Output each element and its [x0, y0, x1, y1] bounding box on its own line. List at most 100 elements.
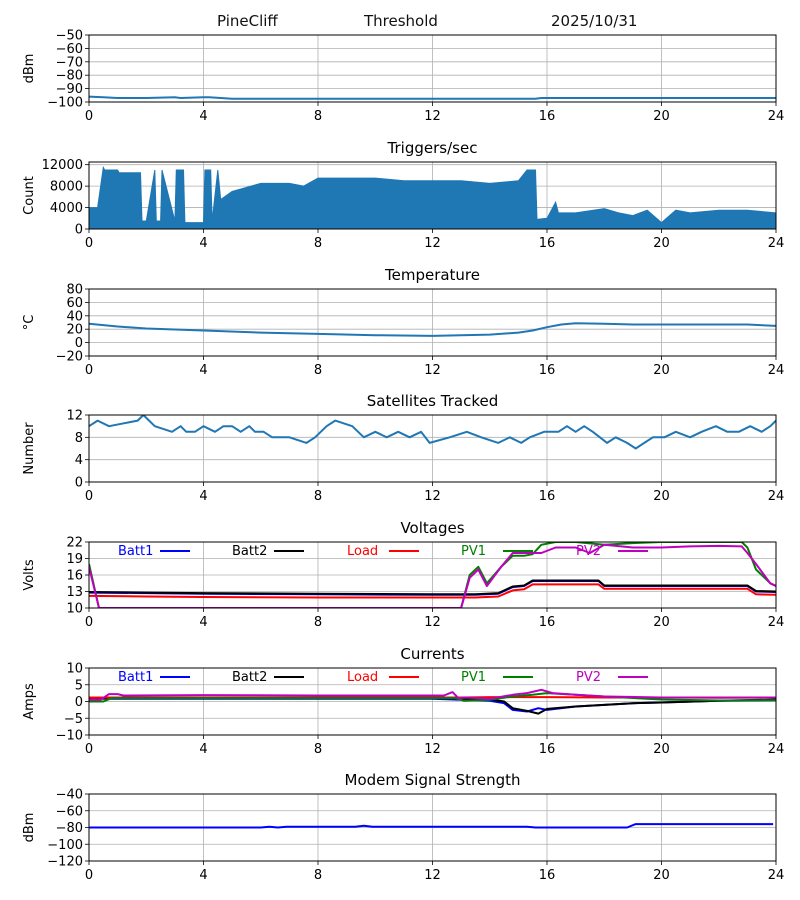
series-line-modem	[89, 823, 774, 829]
y-tick-label: −10	[56, 729, 83, 744]
y-tick-label: −70	[56, 55, 83, 70]
x-tick-label: 20	[653, 363, 670, 378]
x-tick-label: 4	[199, 615, 207, 630]
y-axis-label: Volts	[22, 559, 37, 591]
y-tick-label: 5	[75, 678, 83, 693]
y-tick-label: 8000	[50, 180, 83, 195]
chart-title: Voltages	[400, 519, 464, 537]
station-name: PineCliff	[217, 12, 278, 30]
x-tick-label: 20	[653, 109, 670, 124]
x-tick-label: 24	[768, 615, 785, 630]
series-area-triggers	[89, 165, 776, 229]
x-tick-label: 20	[653, 615, 670, 630]
axes-frame	[88, 541, 777, 609]
y-tick-label: 10	[66, 662, 83, 677]
legend-label: PV2	[576, 544, 601, 559]
x-tick-label: 8	[314, 489, 322, 504]
x-tick-label: 16	[539, 868, 556, 883]
x-tick-label: 20	[653, 236, 670, 251]
series-line-signal	[89, 95, 776, 100]
y-tick-label: −5	[64, 712, 83, 727]
y-tick-label: −40	[56, 788, 83, 803]
x-tick-label: 8	[314, 236, 322, 251]
x-tick-label: 8	[314, 615, 322, 630]
y-tick-label: −120	[47, 855, 83, 870]
series-line-satellites	[89, 415, 776, 450]
chart-satellites: 0 4 8 12 16 20 24 0 4 8 12 Satellites Tracked Number	[22, 392, 784, 504]
series-line-pv2	[89, 688, 776, 701]
x-tick-label: 4	[199, 489, 207, 504]
y-tick-label: 0	[75, 336, 83, 351]
legend-label: PV1	[461, 544, 486, 559]
series-line-load	[89, 583, 776, 599]
axes-frame	[88, 667, 777, 736]
mode-label: Threshold	[364, 12, 438, 30]
y-axis-label: dBm	[22, 813, 37, 843]
y-tick-label: 16	[66, 569, 83, 584]
series-group	[89, 823, 774, 829]
x-tick-label: 4	[199, 109, 207, 124]
x-tick-label: 24	[768, 489, 785, 504]
x-tick-label: 16	[539, 236, 556, 251]
series-group	[89, 688, 776, 715]
x-tick-label: 4	[199, 236, 207, 251]
x-tick-label: 0	[85, 109, 93, 124]
axes-frame	[88, 34, 777, 103]
x-tick-label: 20	[653, 742, 670, 757]
chart-title: Modem Signal Strength	[345, 771, 521, 789]
y-tick-label: 0	[75, 476, 83, 491]
x-tick-label: 8	[314, 742, 322, 757]
y-tick-label: −60	[56, 804, 83, 819]
y-tick-label: 12000	[42, 158, 83, 173]
x-tick-label: 0	[85, 363, 93, 378]
chart-signal: 0 4 8 12 16 20 24 −100−90−80−70−60−50 dBm	[22, 29, 784, 125]
y-axis-label: Number	[22, 422, 37, 475]
axes-frame	[88, 288, 777, 357]
y-tick-label: 0	[75, 695, 83, 710]
y-axis-label: °C	[22, 315, 37, 331]
x-tick-label: 12	[424, 109, 441, 124]
series-line-pv2	[89, 543, 776, 608]
x-tick-label: 0	[85, 742, 93, 757]
legend-label: Batt2	[232, 670, 267, 685]
x-tick-label: 8	[314, 363, 322, 378]
y-tick-label: 12	[66, 409, 83, 424]
legend-label: Batt1	[118, 544, 153, 559]
x-tick-label: 24	[768, 363, 785, 378]
x-tick-label: 12	[424, 489, 441, 504]
legend-label: Load	[347, 544, 378, 559]
x-tick-label: 0	[85, 236, 93, 251]
axes-frame	[88, 793, 777, 862]
series-group	[89, 95, 776, 100]
x-tick-label: 4	[199, 363, 207, 378]
y-tick-label: 19	[66, 552, 83, 567]
y-tick-label: 0	[75, 223, 83, 238]
legend-label: PV1	[461, 670, 486, 685]
axes-frame	[88, 414, 777, 483]
legend-label: Batt2	[232, 544, 267, 559]
x-tick-label: 24	[768, 109, 785, 124]
y-tick-label: 13	[66, 585, 83, 600]
series-line-batt2	[89, 579, 776, 596]
x-tick-label: 12	[424, 236, 441, 251]
x-tick-label: 16	[539, 742, 556, 757]
y-tick-label: −20	[56, 350, 83, 365]
legend-label: Load	[347, 670, 378, 685]
x-tick-label: 16	[539, 489, 556, 504]
x-tick-label: 8	[314, 109, 322, 124]
y-axis-label: dBm	[22, 54, 37, 84]
y-tick-label: 80	[66, 283, 83, 298]
y-axis-label: Count	[22, 176, 37, 215]
y-tick-label: 20	[66, 323, 83, 338]
y-axis-label: Amps	[22, 683, 37, 720]
chart-triggers: 0 4 8 12 16 20 24 0 4000 8000 12000 Triggers/sec Cou…	[22, 139, 784, 251]
series-group	[89, 322, 776, 337]
x-tick-label: 24	[768, 868, 785, 883]
y-tick-label: −100	[47, 96, 83, 111]
y-tick-label: 10	[66, 602, 83, 617]
x-tick-label: 12	[424, 868, 441, 883]
x-tick-label: 20	[653, 868, 670, 883]
